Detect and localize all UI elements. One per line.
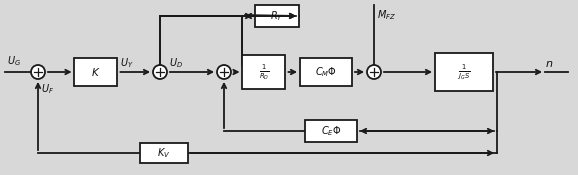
Text: $U_Y$: $U_Y$	[120, 56, 134, 70]
Text: $\frac{1}{J_G S}$: $\frac{1}{J_G S}$	[457, 62, 470, 82]
Circle shape	[367, 65, 381, 79]
Text: $n$: $n$	[545, 59, 553, 69]
Text: $-$: $-$	[156, 60, 164, 68]
Text: $-$: $-$	[220, 60, 228, 68]
Bar	[140, 143, 188, 163]
Bar	[305, 120, 357, 142]
Text: $R_Y$: $R_Y$	[271, 9, 284, 23]
Bar	[255, 5, 299, 27]
Bar	[300, 58, 352, 86]
Text: $K$: $K$	[91, 66, 101, 78]
Circle shape	[31, 65, 45, 79]
Circle shape	[217, 65, 231, 79]
Bar	[435, 53, 493, 91]
Text: $M_{FZ}$: $M_{FZ}$	[377, 8, 396, 22]
Circle shape	[153, 65, 167, 79]
Text: $U_F$: $U_F$	[41, 82, 54, 96]
Text: $C_E\Phi$: $C_E\Phi$	[321, 124, 341, 138]
Text: $C_M\Phi$: $C_M\Phi$	[315, 65, 337, 79]
Text: $\frac{1}{R_D}$: $\frac{1}{R_D}$	[259, 62, 269, 82]
Bar	[75, 58, 117, 86]
Text: $U_D$: $U_D$	[169, 56, 183, 70]
Text: $U_G$: $U_G$	[7, 54, 21, 68]
Text: $K_{V}$: $K_{V}$	[157, 146, 171, 160]
Bar	[243, 55, 286, 89]
